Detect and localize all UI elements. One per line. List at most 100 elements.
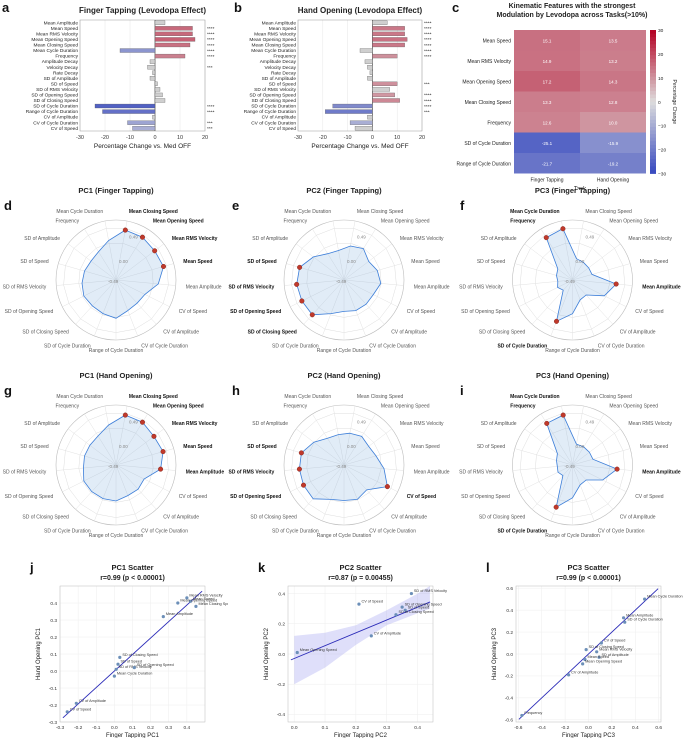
radar-spoke bbox=[58, 448, 117, 466]
heatmap-cell bbox=[580, 132, 646, 153]
scatter-point bbox=[567, 673, 571, 677]
cell-value-label: 13.2 bbox=[609, 59, 618, 64]
scatter-pc1: PC1 Scatter r=0.99 (p < 0.00001) -0.3 -0.2 -… bbox=[36, 563, 234, 739]
radar-gridline bbox=[78, 428, 154, 503]
radar-axis-label: Mean Speed bbox=[640, 444, 669, 450]
radar-spoke bbox=[115, 279, 157, 325]
cell-value-label: 14.9 bbox=[543, 59, 552, 64]
highlight-point bbox=[139, 234, 145, 240]
scatter-pc3: PC3 Scatter r=0.99 (p < 0.00001) -0.6 -0.4 -… bbox=[492, 563, 683, 739]
colorbar-segment bbox=[650, 65, 656, 70]
radar-pc2-hand: PC2 (Hand Opening) 0.49 0.00 -0.49 Mean Clos… bbox=[228, 371, 449, 539]
radar-axis-label: SD of Amplitude bbox=[481, 236, 517, 242]
bar bbox=[152, 70, 156, 75]
chart-title: PC1 Scatter bbox=[111, 563, 153, 572]
colorbar-segment bbox=[650, 90, 656, 95]
scatter-point bbox=[623, 620, 627, 624]
radar-gridline bbox=[519, 413, 626, 518]
feature-label: Range of Cycle Duration bbox=[244, 109, 297, 115]
radar-spoke bbox=[572, 448, 631, 466]
radial-tick: -0.49 bbox=[336, 464, 347, 469]
bar bbox=[127, 120, 156, 125]
y-tick-label: 0.4 bbox=[50, 601, 57, 607]
bar bbox=[372, 42, 405, 48]
radar-axis-label: SD of Closing Speed bbox=[250, 515, 297, 521]
scatter-pc2: PC2 Scatter r=0.87 (p = 0.00455) 0.0 0.1 0.2… bbox=[264, 563, 447, 739]
y-tick-label: -0.1 bbox=[49, 686, 58, 692]
scatter-point bbox=[520, 713, 524, 718]
radar-axis-label: Frequency bbox=[510, 404, 536, 410]
radar-spoke bbox=[75, 279, 117, 325]
colorbar-segment bbox=[650, 62, 656, 67]
x-axis-label: Percentage Change vs. Med OFF bbox=[94, 143, 191, 150]
cell-value-label: 14.3 bbox=[609, 79, 618, 84]
bar bbox=[152, 115, 156, 120]
radar-axis-label: Mean RMS Velocity bbox=[628, 236, 672, 242]
radar-axis-label: SD of Cycle Duration bbox=[44, 343, 91, 349]
radar-spoke bbox=[286, 263, 345, 281]
colorbar-segment bbox=[650, 94, 656, 99]
x-tick-label: 0.2 bbox=[609, 725, 616, 731]
radar-axis-label: Mean Closing Speed bbox=[129, 209, 178, 215]
radar-axis-label: SD of Speed bbox=[20, 259, 49, 265]
colorbar-label: Percentage Change bbox=[671, 80, 677, 125]
radar-axis-label: Range of Cycle Duration bbox=[89, 348, 144, 354]
radar-spoke bbox=[572, 220, 584, 281]
highlight-point bbox=[294, 281, 300, 287]
feature-label: SD of Closing Speed bbox=[251, 98, 296, 104]
radar-axis-label: Mean Amplitude bbox=[186, 285, 222, 291]
radar-axis-label: Mean Speed bbox=[411, 444, 440, 450]
point-label: Mean RMS Velocity bbox=[189, 593, 222, 597]
bar bbox=[372, 92, 395, 98]
radar-area bbox=[296, 245, 382, 316]
colorbar-segment bbox=[650, 144, 656, 149]
radar-axis-label: Mean Cycle Duration bbox=[510, 209, 559, 215]
scatter-point bbox=[400, 605, 404, 609]
colorbar-segment bbox=[650, 51, 656, 56]
x-tick-label: 0 bbox=[371, 135, 374, 141]
point-label: Mean Opening Speed bbox=[585, 659, 622, 663]
radar-gridline bbox=[519, 228, 626, 333]
x-tick-label: 0.3 bbox=[165, 725, 172, 731]
significance-label: **** bbox=[424, 54, 432, 60]
chart-title: PC2 (Finger Tapping) bbox=[306, 186, 382, 195]
scatter-point bbox=[597, 655, 601, 659]
radar-axis-label: Frequency bbox=[55, 219, 79, 225]
panel-k: k PC2 Scatter r=0.87 (p = 0.00455) 0.0 0.1 0… bbox=[228, 560, 456, 739]
colorbar-segment bbox=[650, 137, 656, 142]
feature-label: Mean Opening Speed bbox=[249, 37, 296, 43]
plot-frame bbox=[515, 585, 662, 723]
x-tick-label: 10 bbox=[394, 135, 400, 141]
x-tick-label: -10 bbox=[126, 135, 134, 141]
row-label: Mean Opening Speed bbox=[462, 79, 511, 85]
bar bbox=[372, 98, 400, 103]
chart-title-line2: Modulation by Levodopa across Tasks(>10%… bbox=[497, 12, 648, 19]
radar-spoke bbox=[550, 464, 573, 522]
feature-label: Range of Cycle Duration bbox=[26, 109, 79, 115]
feature-label: SD of RMS Velocity bbox=[254, 87, 296, 93]
radar-axis-label: SD of RMS Velocity bbox=[228, 285, 274, 291]
point-label: SD of RMS Velocity bbox=[414, 589, 447, 593]
significance-label: **** bbox=[424, 26, 432, 32]
y-axis-label: Hand Opening PC1 bbox=[36, 627, 42, 680]
x-axis-label: Finger Tapping PC3 bbox=[562, 733, 616, 738]
radar-axis-label: SD of Closing Speed bbox=[22, 515, 69, 521]
y-tick-label: 0.2 bbox=[506, 630, 513, 636]
radar-gridline bbox=[291, 413, 397, 518]
radar-spoke bbox=[94, 279, 117, 337]
radar-axis-label: Range of Cycle Duration bbox=[89, 533, 144, 539]
feature-label: SD of RMS Velocity bbox=[36, 87, 78, 93]
highlight-point bbox=[553, 504, 559, 510]
x-tick-label: -0.3 bbox=[56, 725, 65, 731]
colorbar-segment bbox=[650, 58, 656, 63]
x-tick-label: 0.3 bbox=[383, 725, 390, 731]
chart-title: PC2 Scatter bbox=[339, 563, 381, 572]
radar-pc1-finger: PC1 (Finger Tapping) 0.49 0.00 -0.49 Mean Cl… bbox=[3, 186, 222, 354]
regression-line bbox=[518, 588, 659, 720]
bar bbox=[132, 126, 156, 131]
panel-d: d PC1 (Finger Tapping) 0.49 0.00 -0.49 Mean … bbox=[0, 185, 228, 365]
chart-title-line1: Kinematic Features with the strongest bbox=[509, 3, 636, 10]
colorbar-segment bbox=[650, 119, 656, 124]
radar-spoke bbox=[312, 413, 345, 466]
radar-axis-label: CV of Amplitude bbox=[620, 330, 656, 336]
